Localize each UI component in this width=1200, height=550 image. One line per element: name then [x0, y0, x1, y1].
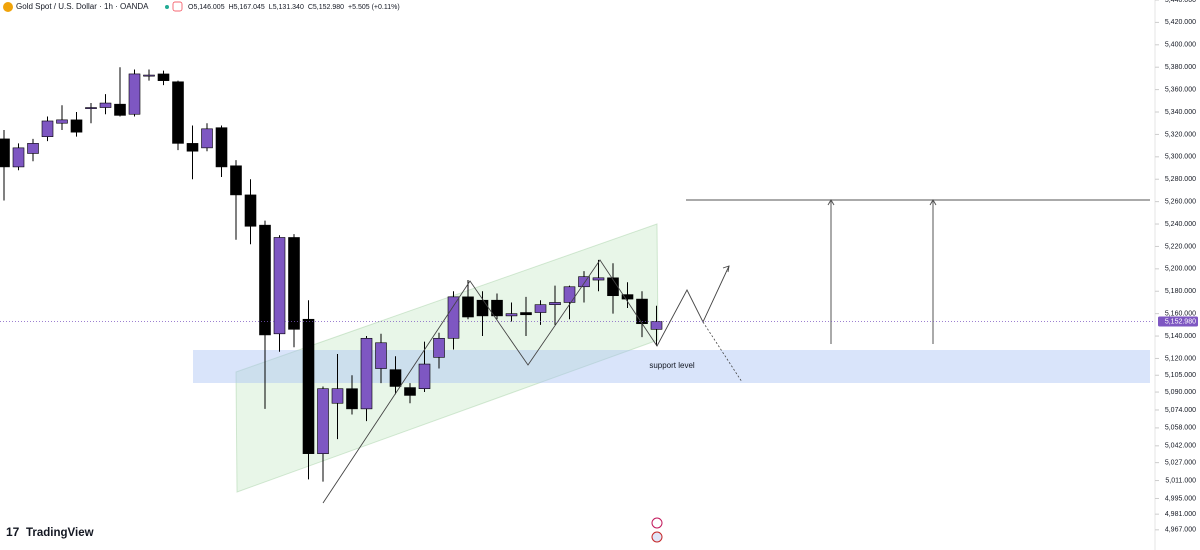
y-tick-label: 4,981.000: [1165, 511, 1196, 518]
y-tick-label: 5,280.000: [1165, 176, 1196, 183]
candle-body: [346, 388, 358, 410]
event-icon: [651, 517, 663, 529]
channel: [235, 223, 659, 493]
flag-icon: [172, 1, 183, 12]
candle-body: [288, 237, 300, 330]
y-tick-label: 5,260.000: [1165, 198, 1196, 205]
y-tick-label: 5,440.000: [1165, 0, 1196, 4]
candle-body: [331, 388, 344, 404]
y-tick-label: 5,011.000: [1165, 477, 1196, 484]
candle-body: [172, 81, 184, 144]
candle-body: [317, 388, 329, 454]
y-tick-label: 5,300.000: [1165, 154, 1196, 161]
candle-body: [244, 194, 257, 227]
candle-body: [230, 165, 242, 196]
header-value: L5,131.340: [269, 4, 304, 11]
candle-body: [563, 286, 576, 303]
candle-body: [27, 143, 39, 154]
candle-body: [360, 337, 373, 410]
arrow-head: [827, 199, 835, 206]
logo-mark: 17: [6, 525, 20, 539]
candle-body: [607, 277, 619, 297]
y-tick-label: 5,160.000: [1165, 310, 1196, 317]
y-tick-label: 5,140.000: [1165, 333, 1196, 340]
y-tick-label: 5,360.000: [1165, 86, 1196, 93]
arrow-head: [722, 265, 730, 273]
candle-body: [70, 119, 83, 133]
y-tick-label: 5,042.000: [1165, 443, 1196, 450]
last-price-box: [1158, 316, 1198, 327]
candle-body: [0, 138, 10, 168]
candle-body: [201, 128, 213, 149]
candle-body: [389, 369, 402, 387]
candle-body: [128, 73, 141, 115]
candle-body: [56, 119, 68, 124]
status-dot: [165, 5, 169, 9]
candle-body: [302, 318, 315, 454]
y-tick-label: 5,320.000: [1165, 131, 1196, 138]
y-tick-label: 5,058.000: [1165, 425, 1196, 432]
y-tick-label: 5,400.000: [1165, 42, 1196, 49]
y-tick-label: 5,340.000: [1165, 109, 1196, 116]
candle-body: [41, 120, 54, 137]
brand: TradingView: [26, 527, 94, 539]
last-price-label: 5,152.980: [1165, 318, 1196, 325]
event-icon: [651, 531, 663, 543]
y-tick-label: 5,220.000: [1165, 243, 1196, 250]
candle-body: [520, 312, 532, 316]
header-value: O5,146.005: [188, 4, 225, 11]
candle-body: [505, 313, 518, 317]
candle-body: [99, 102, 112, 108]
annotation: support level: [649, 361, 695, 370]
y-tick-label: 5,380.000: [1165, 64, 1196, 71]
y-tick-label: 4,995.000: [1165, 495, 1196, 502]
candle-body: [186, 143, 199, 152]
candle-body: [143, 74, 155, 77]
candle-body: [433, 337, 445, 358]
y-tick-label: 5,120.000: [1165, 355, 1196, 362]
y-tick-label: 5,420.000: [1165, 19, 1196, 26]
candle-body: [157, 73, 170, 81]
arrow-head: [929, 199, 937, 206]
header-values: O5,146.005 H5,167.045 L5,131.340 C5,152.980…: [188, 4, 400, 11]
candle-body: [650, 321, 663, 330]
y-tick-label: 5,240.000: [1165, 221, 1196, 228]
candle-body: [447, 296, 460, 339]
candle-body: [621, 294, 634, 300]
y-tick-label: 5,105.000: [1165, 372, 1196, 379]
candle-body: [114, 103, 126, 116]
candle-body: [418, 363, 431, 389]
y-tick-label: 5,074.000: [1165, 407, 1196, 414]
candle-body: [259, 224, 271, 336]
header-value: C5,152.980: [308, 4, 344, 11]
y-tick-label: 5,180.000: [1165, 288, 1196, 295]
candle-body: [375, 342, 387, 369]
symbol-icon: [3, 2, 13, 12]
candle-body: [273, 237, 286, 335]
header-value: +5.505 (+0.11%): [348, 4, 400, 11]
candle-body: [85, 107, 97, 109]
candle-body: [636, 298, 648, 325]
candles: [0, 67, 663, 482]
candle-body: [462, 296, 474, 318]
candle-body: [578, 276, 590, 288]
candle-body: [534, 304, 547, 313]
y-tick-label: 4,967.000: [1165, 527, 1196, 534]
candle-body: [404, 387, 416, 396]
candle-body: [592, 277, 605, 281]
candle-body: [491, 299, 503, 317]
header-value: H5,167.045: [229, 4, 265, 11]
y-tick-label: 5,090.000: [1165, 389, 1196, 396]
candle-body: [12, 147, 25, 168]
y-tick-label: 5,200.000: [1165, 266, 1196, 273]
projection-path: [322, 259, 730, 504]
candle-body: [476, 299, 489, 317]
y-tick-label: 5,027.000: [1165, 459, 1196, 466]
candle-body: [215, 127, 228, 168]
candle-body: [549, 302, 561, 305]
chart-title: Gold Spot / U.S. Dollar · 1h · OANDA: [16, 2, 149, 11]
